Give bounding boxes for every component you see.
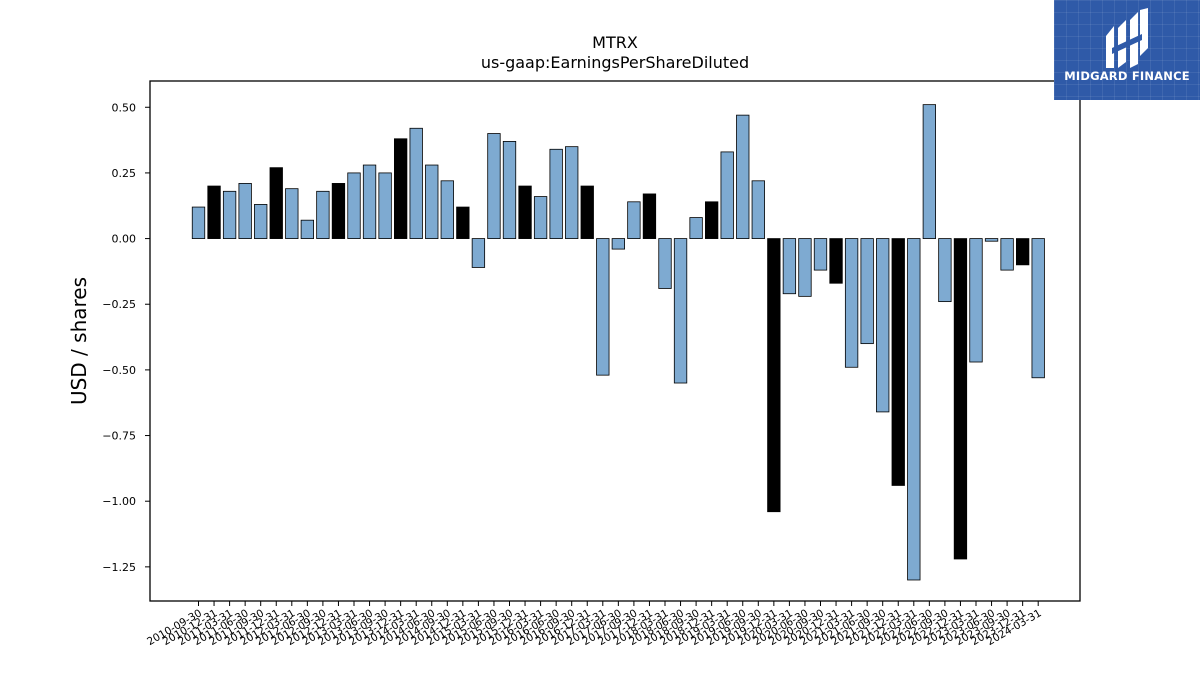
bar (844, 238, 859, 368)
bar (254, 204, 268, 239)
bar (938, 238, 952, 303)
bar (705, 201, 719, 239)
bar (798, 238, 812, 297)
bar (596, 238, 610, 376)
bar (907, 238, 921, 581)
y-tick-label: 0.00 (112, 233, 137, 246)
bar (689, 217, 703, 239)
y-tick-label: −0.25 (102, 298, 136, 311)
bar (471, 238, 486, 268)
bar (922, 104, 936, 239)
bar (502, 140, 517, 239)
y-tick-label: −0.75 (102, 430, 136, 443)
y-tick-label: −1.25 (102, 561, 136, 574)
bars (191, 104, 1045, 581)
bar (393, 138, 408, 239)
bar (285, 188, 299, 239)
bar (782, 238, 797, 295)
y-axis-ticks: 0.50 0.25 0.00 −0.25 −0.50 −0.75 −1.00 −1.25 (102, 101, 150, 574)
bar (331, 183, 346, 239)
bar (673, 238, 688, 384)
x-axis-ticks: 2010-09-302010-12-312011-03-312011-06-30… (145, 601, 1044, 648)
bar (767, 238, 781, 513)
bar (518, 185, 532, 239)
bar (1031, 238, 1045, 379)
bar (533, 196, 548, 239)
chart-subtitle: us-gaap:EarningsPerShareDiluted (481, 53, 749, 72)
y-tick-label: 0.50 (112, 101, 137, 114)
bar (1016, 238, 1030, 266)
bar (751, 180, 765, 239)
bar (362, 164, 377, 239)
bar (425, 164, 439, 239)
bar (409, 127, 423, 239)
midgard-logo-icon (1106, 8, 1148, 68)
bar (860, 238, 874, 345)
bar (456, 206, 470, 239)
bar (191, 206, 206, 239)
bar (487, 133, 501, 239)
bar (347, 172, 361, 239)
bar (207, 185, 221, 239)
bar (627, 201, 641, 239)
bar (300, 219, 315, 239)
bar (565, 146, 579, 239)
bar (316, 190, 330, 239)
bar (813, 238, 828, 271)
y-tick-label: 0.25 (112, 167, 137, 180)
bar (549, 148, 563, 239)
bar (953, 238, 968, 560)
bar (269, 167, 283, 239)
bar (829, 238, 843, 284)
bar (736, 114, 750, 239)
bar (222, 190, 237, 239)
bar (876, 238, 890, 413)
bar (378, 172, 392, 239)
bar (969, 238, 983, 363)
y-axis-label: USD / shares (67, 277, 91, 405)
bar (440, 180, 454, 239)
bar (642, 193, 657, 239)
bar (891, 238, 905, 486)
bar (720, 151, 734, 239)
plot-frame (149, 80, 1081, 602)
brand-logo: MIDGARD FINANCE (1054, 0, 1200, 100)
bar (238, 183, 252, 239)
brand-name: MIDGARD FINANCE (1064, 69, 1190, 83)
y-tick-label: −0.50 (102, 364, 136, 377)
bar (580, 185, 594, 239)
chart-title: MTRX (592, 33, 638, 52)
y-tick-label: −1.00 (102, 495, 136, 508)
bar (984, 238, 999, 242)
logo-grid-pattern (1054, 0, 1200, 100)
bar (1000, 238, 1014, 271)
bar (658, 238, 672, 289)
bar (611, 238, 625, 250)
